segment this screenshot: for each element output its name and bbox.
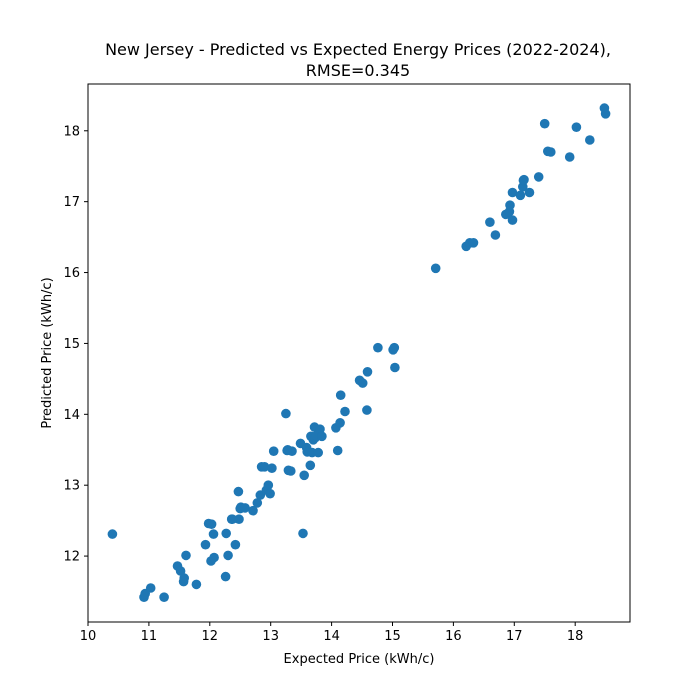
chart-title: New Jersey - Predicted vs Expected Energ… — [105, 40, 611, 59]
data-point — [223, 550, 233, 561]
data-point — [220, 571, 231, 582]
data-point — [357, 378, 368, 388]
data-point — [107, 529, 118, 539]
data-point — [227, 514, 238, 524]
data-point — [362, 405, 372, 415]
data-point — [485, 217, 495, 227]
y-axis-ticks: 12 13 14 15 16 17 18 — [63, 124, 88, 565]
data-point — [145, 583, 156, 593]
data-point — [468, 238, 479, 248]
data-point — [179, 573, 189, 583]
data-point — [490, 230, 501, 240]
data-point — [265, 488, 275, 499]
data-point — [373, 342, 383, 353]
data-point — [507, 215, 518, 225]
y-tick-label: 12 — [63, 550, 80, 565]
data-point — [585, 135, 595, 145]
data-point — [221, 528, 231, 539]
data-point — [389, 342, 400, 353]
x-tick-label: 14 — [323, 629, 340, 644]
data-point — [200, 539, 211, 550]
y-tick-label: 18 — [63, 124, 80, 139]
data-point — [362, 367, 373, 377]
data-point — [191, 579, 202, 590]
x-tick-label: 12 — [202, 629, 219, 644]
data-point — [507, 187, 518, 198]
x-tick-label: 10 — [80, 629, 97, 644]
x-tick-label: 11 — [141, 629, 158, 644]
data-point — [233, 486, 244, 497]
data-point — [252, 498, 263, 508]
x-axis-ticks: 10 11 12 13 14 15 16 17 18 — [80, 622, 584, 644]
data-point — [600, 109, 611, 119]
data-point — [206, 519, 217, 529]
data-point — [259, 462, 270, 472]
data-point — [281, 408, 291, 419]
data-point — [430, 263, 441, 274]
data-point — [305, 460, 316, 471]
data-point — [519, 174, 529, 185]
data-point — [268, 446, 279, 457]
x-tick-label: 16 — [445, 629, 462, 644]
data-point — [230, 539, 241, 550]
y-tick-label: 14 — [63, 408, 80, 423]
data-point — [282, 445, 292, 456]
data-point — [332, 445, 343, 456]
data-point — [267, 463, 277, 474]
x-axis-label: Expected Price (kWh/c) — [284, 652, 435, 667]
data-point — [175, 566, 186, 576]
x-tick-label: 17 — [506, 629, 523, 644]
y-tick-label: 13 — [63, 479, 80, 494]
data-point — [335, 390, 346, 401]
data-point — [313, 447, 324, 458]
data-point — [299, 470, 310, 481]
data-point — [524, 187, 535, 198]
data-point — [286, 466, 296, 476]
data-point — [263, 480, 274, 491]
x-tick-label: 18 — [567, 629, 584, 644]
x-tick-label: 13 — [262, 629, 279, 644]
data-point — [159, 592, 169, 602]
data-point — [340, 406, 350, 417]
data-point — [505, 200, 515, 210]
chart-subtitle: RMSE=0.345 — [306, 61, 410, 80]
data-point — [248, 505, 258, 516]
y-tick-label: 17 — [63, 195, 80, 210]
data-point — [181, 550, 191, 561]
plot-frame — [87, 83, 631, 623]
data-point — [539, 118, 550, 129]
data-point — [335, 418, 345, 428]
data-point — [208, 529, 219, 539]
data-point — [546, 147, 556, 157]
data-point — [317, 431, 327, 442]
data-point — [390, 362, 400, 373]
data-point — [298, 528, 308, 539]
data-point — [533, 172, 544, 182]
data-points — [107, 103, 611, 602]
y-axis-label: Predicted Price (kWh/c) — [40, 277, 55, 428]
data-point — [234, 514, 244, 524]
data-point — [564, 152, 575, 162]
data-point — [515, 190, 526, 201]
y-tick-label: 16 — [63, 266, 80, 281]
data-point — [571, 122, 582, 132]
data-point — [209, 552, 219, 563]
data-point — [240, 503, 250, 513]
x-tick-label: 15 — [384, 629, 401, 644]
y-tick-label: 15 — [63, 337, 80, 352]
